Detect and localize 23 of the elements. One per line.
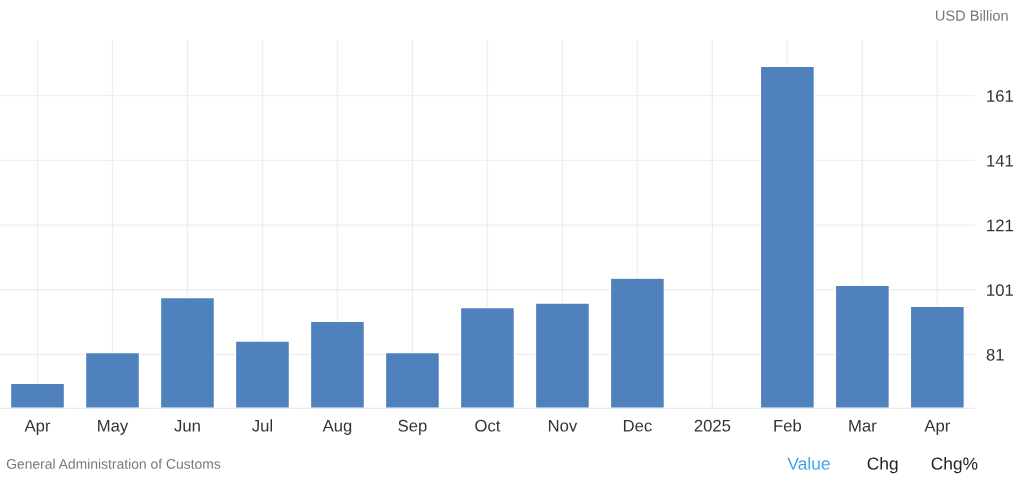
x-tick-label: Mar: [849, 419, 877, 432]
y-tick-label: 101: [987, 284, 1013, 297]
x-tick-label: Jun: [174, 419, 200, 432]
text: Chg%: [931, 457, 978, 474]
x-tick-label: Apr: [24, 419, 51, 435]
x-tick-label: Jul: [252, 419, 272, 432]
text: Value: [787, 457, 830, 470]
x-tick-label: Apr: [924, 419, 951, 435]
x-tick-label: Sep: [398, 419, 427, 435]
y-tick-label: 81: [986, 348, 1004, 361]
y-tick-label: 121: [987, 219, 1013, 232]
x-tick-label: 2025: [694, 419, 731, 432]
x-tick-label: Aug: [322, 419, 352, 435]
x-tick-label: Feb: [774, 419, 802, 432]
text: Chg: [867, 457, 898, 474]
y-tick-label: 141: [987, 154, 1013, 167]
x-tick-label: Dec: [623, 419, 652, 432]
x-tick-label: Oct: [475, 419, 501, 432]
y-tick-label: 161: [987, 90, 1013, 102]
x-tick-label: May: [98, 419, 129, 435]
x-tick-label: Nov: [548, 419, 578, 432]
y-axis-title: USD Billion: [936, 10, 1008, 21]
text: General Administration of Customs: [6, 458, 221, 469]
